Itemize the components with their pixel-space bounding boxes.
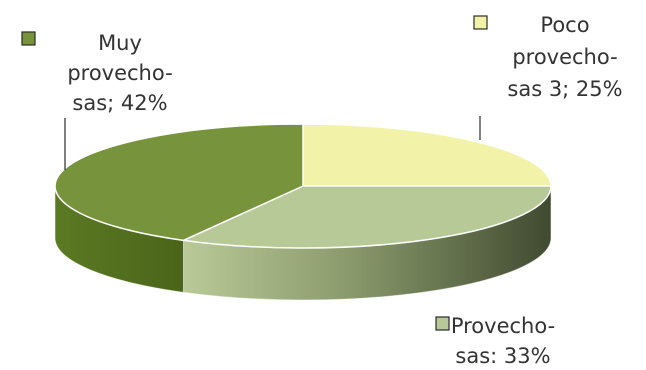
legend-swatch-1 [473,15,488,30]
data-label-line: Provecho- [451,314,555,338]
data-label-line: sas: 33% [455,344,550,368]
pie-slice-0 [54,123,304,242]
data-label-line: Muy [98,31,142,55]
data-label-line: Poco [540,13,589,37]
legend-swatch-0 [21,31,36,46]
data-label-line: provecho- [67,61,172,85]
pie-slice-1 [302,123,552,187]
data-label-line: sas 3; 25% [507,77,622,101]
legend-swatch-2 [435,316,450,331]
data-label-line: provecho- [512,45,617,69]
data-label-line: sas; 42% [72,91,167,115]
pie-slice-2 [180,185,552,249]
